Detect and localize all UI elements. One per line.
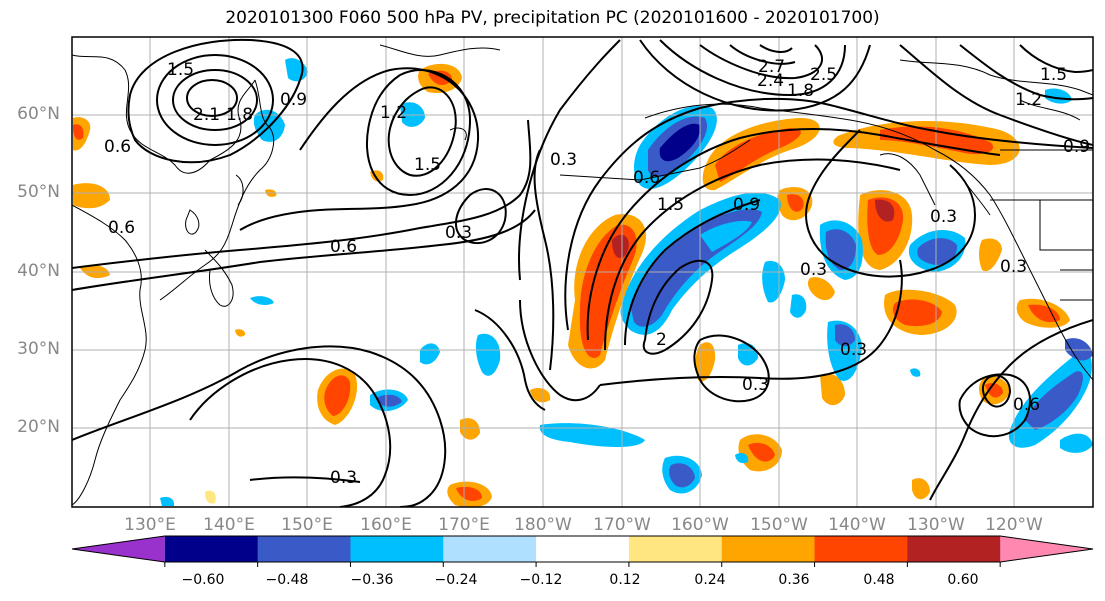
lon-label: 180°W (514, 515, 572, 535)
contour-label: 1.2 (1015, 90, 1042, 110)
colorbar-tick-label: 0.60 (947, 572, 979, 588)
contour-label: 0.9 (733, 195, 760, 215)
contour-label: 1.5 (657, 195, 684, 215)
contour-label: 2.7 (758, 57, 785, 77)
lon-label: 130°E (124, 515, 176, 535)
colorbar-tick-label: −0.12 (519, 572, 563, 588)
colorbar-segment (721, 536, 816, 562)
lat-label: 20°N (17, 417, 60, 437)
lon-label: 130°W (907, 515, 965, 535)
colorbar-segment (443, 536, 537, 562)
lon-label: 140°E (203, 515, 255, 535)
colorbar (71, 535, 1094, 567)
lon-label: 160°W (671, 515, 729, 535)
contour-label: 0.6 (633, 168, 660, 188)
colorbar-tick-label: −0.24 (434, 572, 478, 588)
colorbar-tick-label: 0.48 (863, 572, 895, 588)
colorbar-tick-label: −0.60 (181, 572, 225, 588)
contour-label: 0.9 (1063, 137, 1090, 157)
contour-label: 2.4 (757, 71, 784, 91)
pv-contours (72, 38, 1093, 507)
lon-label: 140°W (828, 515, 886, 535)
colorbar-tick-label: −0.48 (265, 572, 309, 588)
contour-label: 0.3 (330, 468, 357, 488)
plot-frame (71, 36, 1094, 508)
lon-label: 170°W (593, 515, 651, 535)
colorbar-tick-label: 0.12 (609, 572, 641, 588)
contour-label: 1.2 (380, 103, 407, 123)
contour-label: 1.5 (414, 155, 441, 175)
colorbar-tick-label: −0.36 (350, 572, 394, 588)
colorbar-segment (628, 536, 723, 562)
contour-label: 0.3 (550, 150, 577, 170)
colorbar-tick-label: 0.24 (694, 572, 726, 588)
colorbar-segment (350, 536, 444, 562)
colorbar-segment (257, 536, 351, 562)
colorbar-segment (72, 536, 165, 562)
contour-label: 1.5 (1040, 65, 1067, 85)
contour-label: 2 (656, 330, 667, 350)
contour-label: 2.1 (193, 105, 220, 125)
colorbar-segment (536, 536, 630, 562)
contour-label: 0.6 (108, 218, 135, 238)
contour-label: 0.3 (840, 340, 867, 360)
lon-label: 170°E (438, 515, 490, 535)
contour-label: 0.3 (1000, 257, 1027, 277)
contour-label: 0.3 (445, 223, 472, 243)
lon-label: 160°E (360, 515, 412, 535)
colorbar-tick-label: 0.36 (778, 572, 810, 588)
colorbar-segment (814, 536, 908, 562)
contour-label: 2.5 (810, 65, 837, 85)
contour-label: 0.3 (590, 288, 617, 308)
colorbar-segment (907, 536, 1001, 562)
contour-label: 0.3 (800, 260, 827, 280)
contour-label: 0.6 (1013, 395, 1040, 415)
contour-label: 1.5 (167, 60, 194, 80)
contour-label: 0.9 (280, 90, 307, 110)
contour-label: 1.8 (226, 105, 253, 125)
contour-label: 0.6 (330, 237, 357, 257)
colorbar-segment (1000, 536, 1093, 562)
contour-label: 0.3 (930, 207, 957, 227)
map-title: 2020101300 F060 500 hPa PV, precipitatio… (225, 8, 880, 28)
lon-label: 150°W (750, 515, 808, 535)
contour-label: 0.3 (742, 375, 769, 395)
lat-label: 30°N (17, 339, 60, 359)
colorbar-segment (164, 536, 259, 562)
contour-labels: 1.5 2.1 1.8 0.9 0.6 1.2 1.5 0.3 2.7 2.4 … (104, 57, 1090, 488)
contour-label: 0.6 (104, 137, 131, 157)
lon-label: 120°W (985, 515, 1043, 535)
lat-label: 60°N (17, 104, 60, 124)
lon-label: 150°E (281, 515, 333, 535)
coastlines (72, 44, 1093, 506)
lat-label: 50°N (17, 182, 60, 202)
contour-label: 1.8 (787, 81, 814, 101)
lat-label: 40°N (17, 261, 60, 281)
graticule (72, 37, 1093, 507)
